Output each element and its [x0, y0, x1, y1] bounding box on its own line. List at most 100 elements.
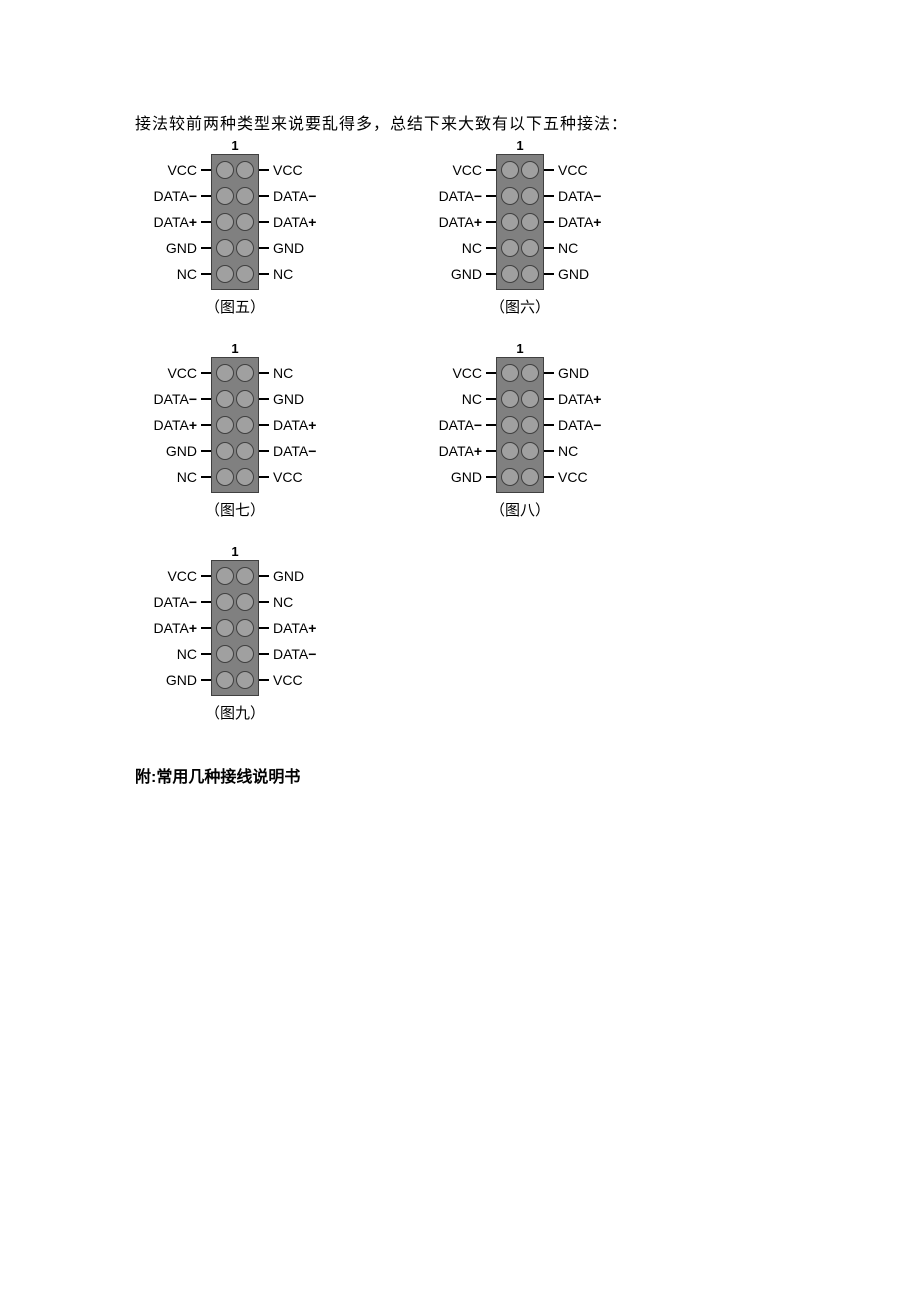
tick-icon [259, 627, 269, 629]
label-row: GND [259, 386, 304, 412]
pin-label: VCC [452, 365, 482, 381]
tick-icon [201, 372, 211, 374]
label-row: NC [177, 261, 211, 287]
pin-label: DATA+ [154, 620, 197, 636]
pin-label: DATA+ [558, 391, 601, 407]
pin-circle [521, 213, 539, 231]
pin-row [500, 183, 540, 209]
pin-header: 1VCCDATA−DATA+NCGNDVCCDATA−DATA+NCGND [496, 154, 544, 290]
tick-icon [201, 398, 211, 400]
label-row: NC [544, 235, 578, 261]
tick-icon [486, 450, 496, 452]
header-body [496, 154, 544, 290]
diagram-cell: 1VCCDATA−DATA+NCGNDGNDNCDATA+DATA−VCC（图九… [205, 560, 265, 723]
diagram-caption: （图八） [490, 499, 550, 520]
pin-circle [216, 364, 234, 382]
tick-icon [544, 169, 554, 171]
pin-circle [216, 213, 234, 231]
diagram-row: 1VCCDATA−DATA+NCGNDGNDNCDATA+DATA−VCC（图九… [0, 560, 920, 723]
label-row: NC [462, 386, 496, 412]
pin-row [215, 615, 255, 641]
pin-label: GND [558, 365, 589, 381]
diagrams-container: 1VCCDATA−DATA+GNDNCVCCDATA−DATA+GNDNC（图五… [0, 154, 920, 723]
label-row: DATA+ [544, 386, 601, 412]
pin-row [215, 209, 255, 235]
pin-circle [501, 161, 519, 179]
diagram-row: 1VCCDATA−DATA+GNDNCNCGNDDATA+DATA−VCC（图七… [0, 357, 920, 520]
label-row: DATA− [439, 183, 496, 209]
labels-left: VCCDATA−DATA+GNDNC [154, 360, 211, 490]
appendix-heading: 附:常用几种接线说明书 [135, 763, 920, 787]
tick-icon [201, 169, 211, 171]
pin-row [215, 464, 255, 490]
pin-label: DATA+ [273, 214, 316, 230]
pin-header: 1VCCNCDATA−DATA+GNDGNDDATA+DATA−NCVCC [496, 357, 544, 493]
pin-label: NC [273, 594, 293, 610]
label-row: DATA+ [439, 209, 496, 235]
label-row: DATA+ [259, 412, 316, 438]
pin-row [500, 360, 540, 386]
label-row: VCC [544, 464, 588, 490]
pin-circle [236, 265, 254, 283]
pin-row [215, 412, 255, 438]
pin1-marker: 1 [516, 138, 523, 153]
pin-circle [501, 468, 519, 486]
label-row: DATA− [154, 183, 211, 209]
pin-circle [216, 239, 234, 257]
pin-row [215, 360, 255, 386]
pin-label: DATA+ [439, 443, 482, 459]
pin-label: DATA+ [439, 214, 482, 230]
pin-circle [216, 442, 234, 460]
pin-label: GND [273, 391, 304, 407]
pin-label: VCC [452, 162, 482, 178]
diagram-caption: （图六） [490, 296, 550, 317]
pin-label: NC [558, 240, 578, 256]
pin-circle [216, 416, 234, 434]
tick-icon [201, 450, 211, 452]
pin-label: DATA+ [154, 214, 197, 230]
label-row: DATA+ [259, 209, 316, 235]
pin-row [215, 563, 255, 589]
pin-label: DATA− [558, 417, 601, 433]
pin-label: NC [462, 240, 482, 256]
pinout-diagram-fig5: 1VCCDATA−DATA+GNDNCVCCDATA−DATA+GNDNC（图五… [205, 154, 265, 317]
header-body [496, 357, 544, 493]
label-row: GND [166, 667, 211, 693]
pin-circle [216, 161, 234, 179]
pin-circle [236, 619, 254, 637]
pin-row [215, 235, 255, 261]
header-body [211, 154, 259, 290]
tick-icon [486, 273, 496, 275]
pin-row [500, 464, 540, 490]
tick-icon [201, 679, 211, 681]
pin-circle [521, 364, 539, 382]
labels-right: GNDNCDATA+DATA−VCC [259, 563, 316, 693]
pin-label: GND [166, 240, 197, 256]
pin-label: NC [273, 266, 293, 282]
tick-icon [259, 372, 269, 374]
pin-row [500, 412, 540, 438]
pin-label: GND [273, 568, 304, 584]
pin-label: DATA− [273, 188, 316, 204]
label-row: DATA− [154, 386, 211, 412]
tick-icon [259, 450, 269, 452]
tick-icon [486, 221, 496, 223]
pin-label: VCC [273, 162, 303, 178]
pin-label: DATA+ [273, 620, 316, 636]
label-row: GND [451, 261, 496, 287]
tick-icon [201, 247, 211, 249]
tick-icon [544, 273, 554, 275]
tick-icon [259, 476, 269, 478]
label-row: DATA− [259, 438, 316, 464]
label-row: GND [544, 360, 589, 386]
pin-circle [521, 468, 539, 486]
pin-label: VCC [273, 672, 303, 688]
pin-circle [216, 390, 234, 408]
pin-circle [236, 239, 254, 257]
label-row: DATA− [544, 412, 601, 438]
tick-icon [201, 653, 211, 655]
tick-icon [544, 450, 554, 452]
pin-circle [501, 265, 519, 283]
pin-circle [521, 416, 539, 434]
tick-icon [201, 627, 211, 629]
